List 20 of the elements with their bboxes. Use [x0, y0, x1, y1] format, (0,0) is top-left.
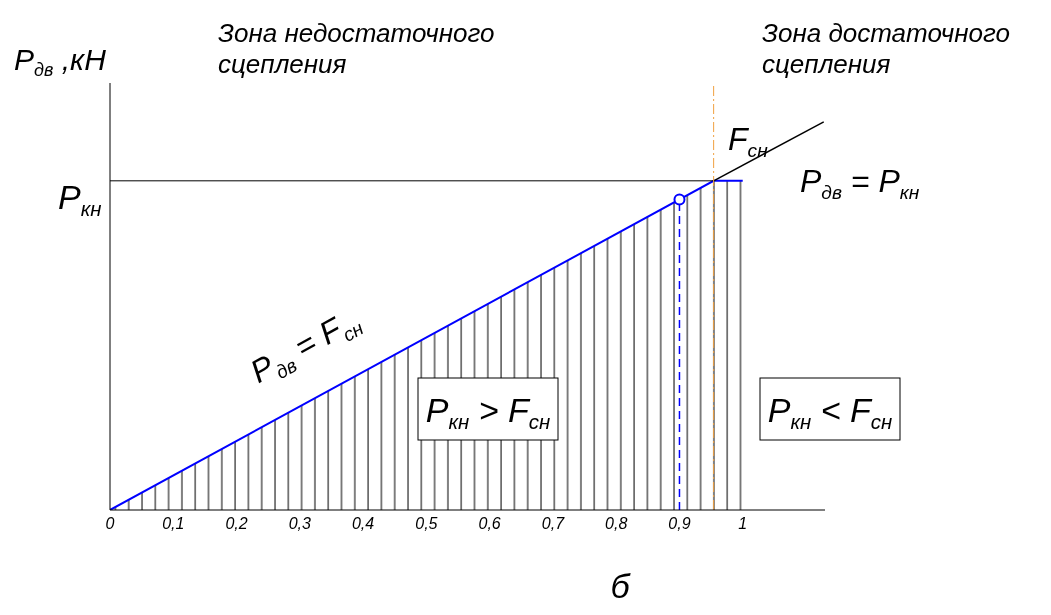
- x-tick-label: 0,2: [225, 515, 248, 533]
- x-tick-label: 0,1: [162, 515, 185, 533]
- x-tick-label: 0,5: [415, 515, 438, 533]
- text: Зона достаточного сцепления: [762, 18, 1011, 81]
- x-axis-title: б: [610, 567, 632, 605]
- ref-line-label: P$_{кн}$: [58, 177, 102, 220]
- x-tick-label: 0,3: [288, 515, 312, 533]
- annotation: F$_{сн}$: [728, 121, 769, 161]
- y-axis-title: P$_{дв}$ ,кН: [14, 43, 107, 81]
- annotation: P$_{кн}$ < F$_{сн}$: [767, 391, 893, 433]
- x-tick-label: 0: [105, 515, 115, 533]
- x-tick-label: 0,9: [668, 515, 691, 533]
- x-tick-label: 0,7: [541, 515, 566, 533]
- x-tick-label: 0,8: [605, 515, 628, 533]
- x-tick-label: 1: [738, 515, 748, 533]
- annotation: P$_{кн}$ > F$_{сн}$: [425, 391, 551, 433]
- annotation: P$_{дв}$ = P$_{кн}$: [800, 163, 920, 203]
- x-tick-label: 0,4: [351, 515, 375, 533]
- x-tick-label: 0,6: [478, 515, 501, 533]
- text: Зона недостаточного сцепления: [218, 18, 496, 81]
